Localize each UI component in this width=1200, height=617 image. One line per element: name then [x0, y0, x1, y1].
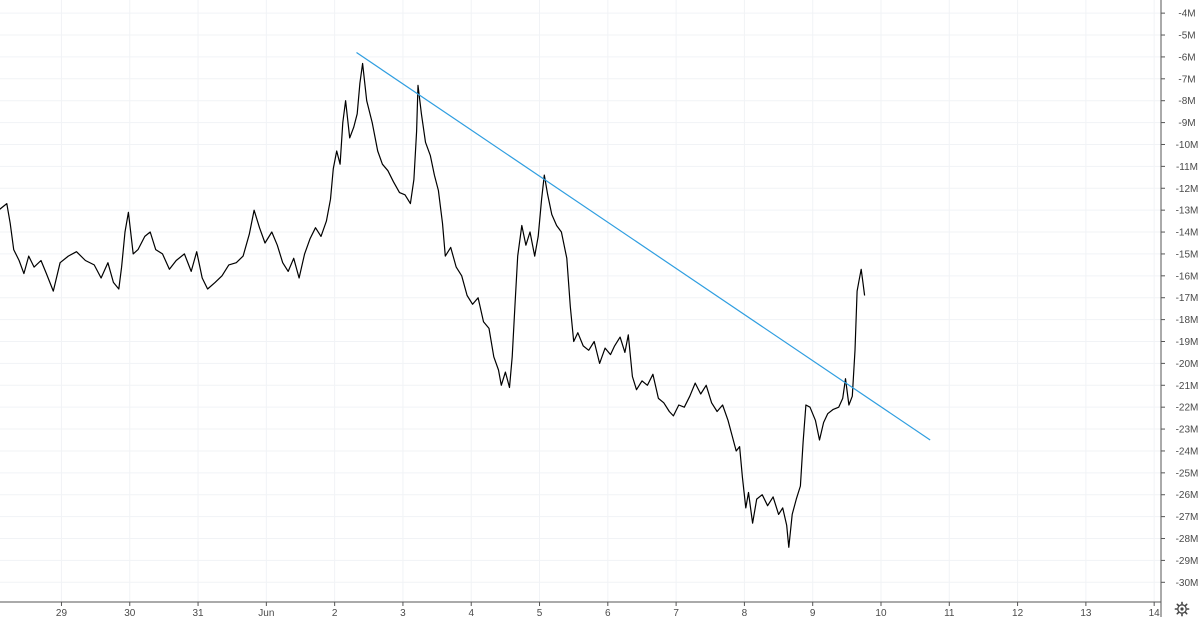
y-tick-label: -13M: [1176, 206, 1199, 217]
y-tick-label: -19M: [1176, 337, 1199, 348]
y-tick-label: -29M: [1176, 556, 1199, 567]
x-tick-label: 31: [192, 608, 204, 617]
x-tick-label: 11: [944, 608, 955, 617]
y-tick-label: -14M: [1176, 228, 1199, 239]
x-tick-label: 30: [124, 608, 136, 617]
y-tick-label: -8M: [1178, 96, 1195, 107]
x-tick-label: 2: [332, 608, 338, 617]
y-tick-label: -25M: [1176, 468, 1199, 479]
y-tick-label: -9M: [1178, 118, 1195, 129]
grid: [0, 0, 1161, 602]
y-tick-label: -27M: [1176, 512, 1199, 523]
x-tick-label: 8: [742, 608, 748, 617]
y-tick-label: -5M: [1178, 31, 1195, 42]
x-tick-label: 7: [673, 608, 679, 617]
trendline-layer: [356, 52, 931, 441]
x-tick-label: 13: [1080, 608, 1092, 617]
y-tick-label: -26M: [1176, 490, 1199, 501]
y-tick-label: -21M: [1176, 381, 1199, 392]
x-axis: 29 30 31 Jun 2 3 4 5 6 7 8 9 10 11 12 13 14: [56, 602, 1160, 617]
x-tick-label: 29: [56, 608, 68, 617]
y-tick-label: -15M: [1176, 249, 1199, 260]
series-line: [0, 62, 866, 548]
y-tick-label: -30M: [1176, 578, 1199, 589]
y-tick-label: -12M: [1176, 184, 1199, 195]
x-tick-label: 9: [810, 608, 816, 617]
x-tick-label: 14: [1149, 608, 1161, 617]
x-tick-label: 5: [537, 608, 543, 617]
x-tick-label: 3: [400, 608, 406, 617]
y-tick-label: -4M: [1178, 9, 1195, 20]
x-tick-label: 10: [875, 608, 887, 617]
y-tick-label: -16M: [1176, 271, 1199, 282]
trendline[interactable]: [356, 52, 931, 441]
y-tick-label: -6M: [1178, 52, 1195, 63]
y-tick-label: -22M: [1176, 403, 1199, 414]
y-tick-label: -10M: [1176, 140, 1199, 151]
y-tick-label: -7M: [1178, 74, 1195, 85]
y-tick-label: -11M: [1176, 162, 1198, 173]
x-tick-label: 4: [468, 608, 474, 617]
y-tick-label: -24M: [1176, 446, 1199, 457]
y-tick-label: -17M: [1176, 293, 1199, 304]
y-tick-label: -18M: [1176, 315, 1199, 326]
y-tick-label: -20M: [1176, 359, 1199, 370]
x-tick-label: Jun: [258, 608, 274, 617]
series-layer: [0, 62, 866, 548]
y-axis: -4M -5M -6M -7M -8M -9M -10M -11M -12M -13M -14M -1…: [1161, 9, 1198, 589]
chart-settings-button[interactable]: [1174, 601, 1190, 617]
gear-icon: [1174, 601, 1190, 617]
x-tick-label: 6: [605, 608, 611, 617]
x-tick-label: 12: [1012, 608, 1024, 617]
y-tick-label: -28M: [1176, 534, 1199, 545]
y-tick-label: -23M: [1176, 425, 1199, 436]
